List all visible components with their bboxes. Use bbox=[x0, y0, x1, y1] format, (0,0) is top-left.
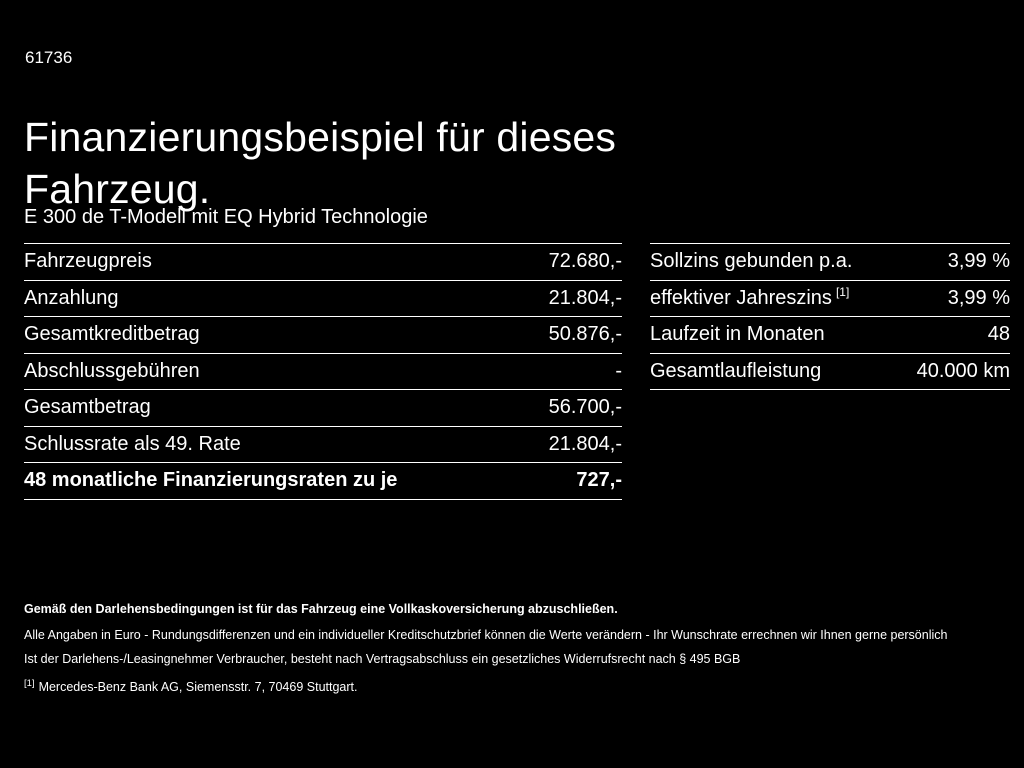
row-value: 3,99 % bbox=[947, 286, 1010, 309]
legal-line-2: Alle Angaben in Euro - Rundungsdifferenz… bbox=[24, 628, 948, 642]
financing-table-left: Fahrzeugpreis 72.680,- Anzahlung 21.804,… bbox=[24, 243, 622, 500]
row-label-text: effektiver Jahreszins bbox=[650, 286, 832, 309]
table-row: Schlussrate als 49. Rate 21.804,- bbox=[24, 425, 622, 463]
table-row: Gesamtbetrag 56.700,- bbox=[24, 389, 622, 426]
legal-reference-line: [1] Mercedes-Benz Bank AG, Siemensstr. 7,… bbox=[24, 672, 1000, 699]
legal-bold-line: Gemäß den Darlehensbedingungen ist für d… bbox=[24, 602, 618, 616]
row-label: Gesamtbetrag bbox=[24, 396, 151, 419]
row-value: 48 bbox=[987, 323, 1010, 346]
row-value: 72.680,- bbox=[548, 250, 622, 273]
row-label: Laufzeit in Monaten bbox=[650, 323, 825, 346]
legal-footer: Gemäß den Darlehensbedingungen ist für d… bbox=[24, 598, 1000, 700]
page-title: Finanzierungsbeispiel für dieses Fahrzeu… bbox=[24, 114, 617, 213]
table-row: effektiver Jahreszins [1] 3,99 % bbox=[650, 279, 1010, 317]
table-row: Fahrzeugpreis 72.680,- bbox=[24, 243, 622, 280]
offer-code: 61736 bbox=[25, 48, 73, 67]
row-label: Gesamtkreditbetrag bbox=[24, 323, 200, 346]
table-row-monthly-rate: 48 monatliche Finanzierungsraten zu je 7… bbox=[24, 462, 622, 499]
row-value: 50.876,- bbox=[548, 323, 622, 346]
row-label: Sollzins gebunden p.a. bbox=[650, 250, 853, 273]
row-value: 21.804,- bbox=[548, 432, 622, 455]
footnote-ref-marker: [1] bbox=[24, 678, 35, 689]
row-label: Gesamtlaufleistung bbox=[650, 359, 822, 382]
row-value: - bbox=[615, 359, 622, 382]
row-label: effektiver Jahreszins [1] bbox=[650, 285, 850, 310]
row-value: 3,99 % bbox=[947, 250, 1010, 273]
table-row: Abschlussgebühren - bbox=[24, 352, 622, 390]
row-label: Fahrzeugpreis bbox=[24, 250, 152, 273]
footnote-ref-marker: [1] bbox=[835, 285, 850, 300]
financing-table-right: Sollzins gebunden p.a. 3,99 % effektiver… bbox=[650, 243, 1010, 390]
row-value: 727,- bbox=[576, 469, 622, 492]
row-label: Abschlussgebühren bbox=[24, 359, 200, 382]
table-row: Gesamtkreditbetrag 50.876,- bbox=[24, 316, 622, 353]
row-value: 40.000 km bbox=[916, 359, 1010, 382]
row-label: Schlussrate als 49. Rate bbox=[24, 432, 241, 455]
row-value: 21.804,- bbox=[548, 286, 622, 309]
table-row: Laufzeit in Monaten 48 bbox=[650, 316, 1010, 353]
footnote-ref-text: Mercedes-Benz Bank AG, Siemensstr. 7, 70… bbox=[38, 680, 358, 695]
table-row: Anzahlung 21.804,- bbox=[24, 279, 622, 317]
legal-line-3: Ist der Darlehens-/Leasingnehmer Verbrau… bbox=[24, 652, 741, 666]
table-row: Sollzins gebunden p.a. 3,99 % bbox=[650, 243, 1010, 280]
row-label: Anzahlung bbox=[24, 286, 119, 309]
vehicle-model-subtitle: E 300 de T-Modell mit EQ Hybrid Technolo… bbox=[24, 206, 428, 228]
table-row: Gesamtlaufleistung 40.000 km bbox=[650, 352, 1010, 390]
row-value: 56.700,- bbox=[548, 396, 622, 419]
row-label: 48 monatliche Finanzierungsraten zu je bbox=[24, 469, 398, 492]
